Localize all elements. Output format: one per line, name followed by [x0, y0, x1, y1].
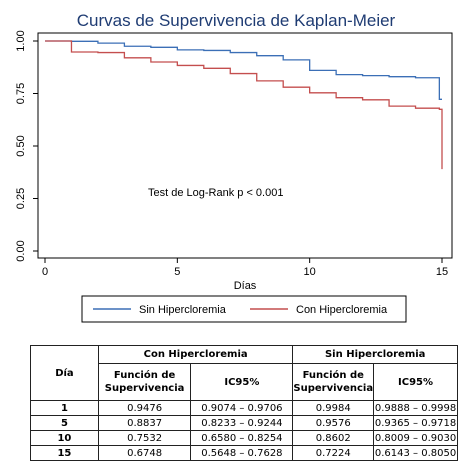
- cell-ci-sin: 0.9365 – 0.9718: [373, 415, 458, 431]
- cell-day: 5: [30, 415, 99, 431]
- y-tick-label: 0.25: [15, 188, 27, 209]
- cell-ci-con: 0.9074 – 0.9706: [190, 400, 294, 416]
- cell-day: 1: [30, 400, 99, 416]
- legend-label: Sin Hipercloremia: [139, 304, 227, 316]
- y-axis: 0.00 0.25 0.50 0.75 1.00: [15, 30, 38, 262]
- cell-day: 15: [30, 445, 99, 461]
- cell-function-sin: 0.9576: [292, 415, 375, 431]
- header-group-sin: Sin Hipercloremia: [292, 345, 458, 364]
- header-day: Día: [30, 345, 99, 401]
- cell-ci-sin: 0.9888 – 0.9998: [373, 400, 458, 416]
- cell-function-sin: 0.7224: [292, 445, 375, 461]
- y-tick-label: 0.00: [15, 240, 27, 261]
- x-tick-label: 10: [304, 266, 316, 278]
- x-axis-label: Días: [234, 280, 257, 292]
- x-tick-label: 15: [436, 266, 448, 278]
- cell-function-con: 0.9476: [97, 400, 192, 416]
- table-row: 5 0.8837 0.8233 – 0.9244 0.9576 0.9365 –…: [30, 415, 458, 431]
- legend-box: [81, 295, 407, 323]
- header-ci-sin: IC95%: [373, 363, 458, 401]
- header-ci-con: IC95%: [190, 363, 294, 401]
- cell-function-con: 0.7532: [97, 430, 192, 446]
- cell-ci-con: 0.6580 – 0.8254: [190, 430, 294, 446]
- header-function-con: Función de Supervivencia: [97, 363, 192, 401]
- series-layer: [45, 40, 443, 170]
- survival-curve-con-hipercloremia: [45, 40, 443, 170]
- log-rank-annotation: Test de Log-Rank p < 0.001: [148, 187, 283, 199]
- kaplan-meier-figure: Curvas de Supervivencia de Kaplan-Meier …: [15, 11, 453, 323]
- cell-ci-sin: 0.8009 – 0.9030: [373, 430, 458, 446]
- cell-ci-con: 0.5648 – 0.7628: [190, 445, 294, 461]
- y-tick-label: 0.75: [15, 83, 27, 104]
- x-tick-label: 5: [174, 266, 180, 278]
- kaplan-meier-chart: Curvas de Supervivencia de Kaplan-Meier …: [15, 11, 453, 323]
- cell-function-sin: 0.8602: [292, 430, 375, 446]
- cell-ci-sin: 0.6143 – 0.8050: [373, 445, 458, 461]
- survival-table: Día Con Hipercloremia Sin Hipercloremia …: [30, 345, 458, 461]
- cell-function-sin: 0.9984: [292, 400, 375, 416]
- survival-curve-sin-hipercloremia: [45, 40, 442, 100]
- chart-title: Curvas de Supervivencia de Kaplan-Meier: [77, 11, 396, 30]
- table-row: 10 0.7532 0.6580 – 0.8254 0.8602 0.8009 …: [30, 430, 458, 446]
- plot-frame: [37, 32, 453, 259]
- table-row: 15 0.6748 0.5648 – 0.7628 0.7224 0.6143 …: [30, 445, 458, 461]
- cell-day: 10: [30, 430, 99, 446]
- header-function-sin: Función de Supervivencia: [292, 363, 375, 401]
- legend: Sin Hipercloremia Con Hipercloremia: [81, 295, 407, 323]
- legend-label: Con Hipercloremia: [296, 304, 388, 316]
- y-tick-label: 1.00: [15, 30, 27, 51]
- cell-function-con: 0.6748: [97, 445, 192, 461]
- cell-function-con: 0.8837: [97, 415, 192, 431]
- x-tick-label: 0: [42, 266, 48, 278]
- survival-table-container: Día Con Hipercloremia Sin Hipercloremia …: [30, 345, 458, 461]
- y-tick-label: 0.50: [15, 135, 27, 156]
- table-row: 1 0.9476 0.9074 – 0.9706 0.9984 0.9888 –…: [30, 400, 458, 416]
- cell-ci-con: 0.8233 – 0.9244: [190, 415, 294, 431]
- x-axis: 0 5 10 15: [42, 258, 448, 278]
- header-group-con: Con Hipercloremia: [97, 345, 294, 364]
